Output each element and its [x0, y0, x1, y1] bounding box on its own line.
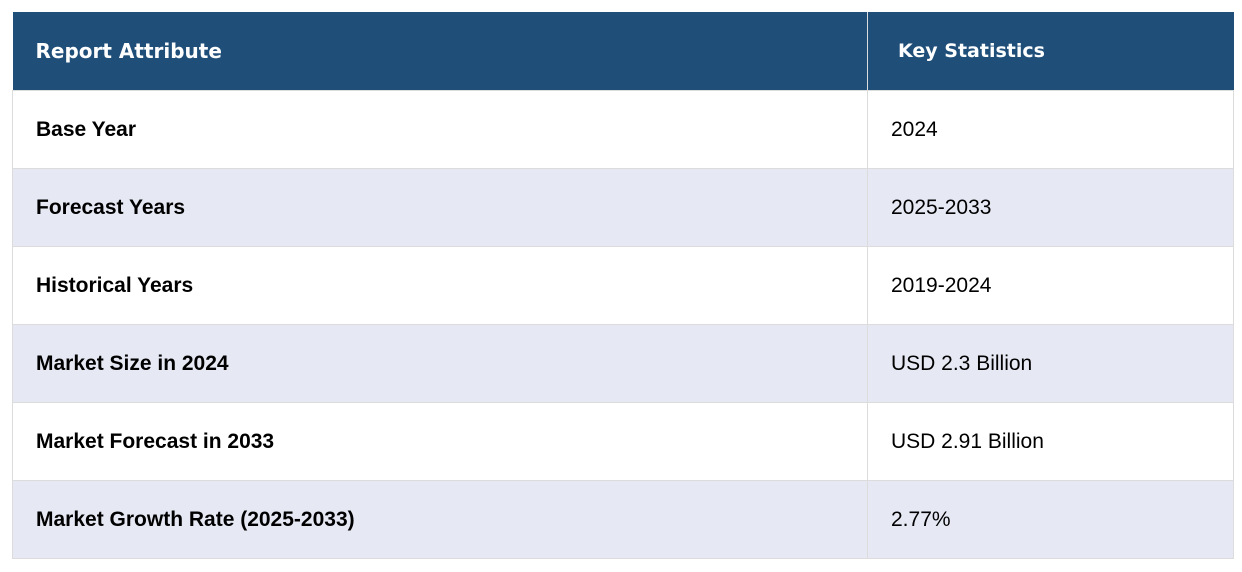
row-attribute: Market Forecast in 2033: [12, 402, 868, 481]
table-row: Market Forecast in 2033 USD 2.91 Billion: [12, 402, 1234, 481]
header-report-attribute: Report Attribute: [12, 12, 868, 91]
row-value: 2.77%: [867, 480, 1234, 559]
row-value: USD 2.3 Billion: [867, 324, 1234, 403]
row-value: 2024: [867, 90, 1234, 169]
table-row: Market Size in 2024 USD 2.3 Billion: [12, 324, 1234, 403]
row-attribute: Historical Years: [12, 246, 868, 325]
row-value: 2019-2024: [867, 246, 1234, 325]
row-attribute: Market Size in 2024: [12, 324, 868, 403]
header-key-statistics: Key Statistics: [867, 12, 1234, 91]
table-row: Base Year 2024: [12, 90, 1234, 169]
table-row: Historical Years 2019-2024: [12, 246, 1234, 325]
row-value: 2025-2033: [867, 168, 1234, 247]
row-attribute: Base Year: [12, 90, 868, 169]
table-row: Market Growth Rate (2025-2033) 2.77%: [12, 480, 1234, 559]
table-header-row: Report Attribute Key Statistics: [12, 12, 1234, 91]
row-attribute: Market Growth Rate (2025-2033): [12, 480, 868, 559]
table-body: Base Year 2024 Forecast Years 2025-2033 …: [12, 90, 1234, 559]
table-row: Forecast Years 2025-2033: [12, 168, 1234, 247]
row-value: USD 2.91 Billion: [867, 402, 1234, 481]
table-header: Report Attribute Key Statistics: [12, 12, 1234, 91]
report-table-container: Report Attribute Key Statistics Base Yea…: [12, 12, 1234, 559]
row-attribute: Forecast Years: [12, 168, 868, 247]
report-attributes-table: Report Attribute Key Statistics Base Yea…: [12, 12, 1234, 559]
